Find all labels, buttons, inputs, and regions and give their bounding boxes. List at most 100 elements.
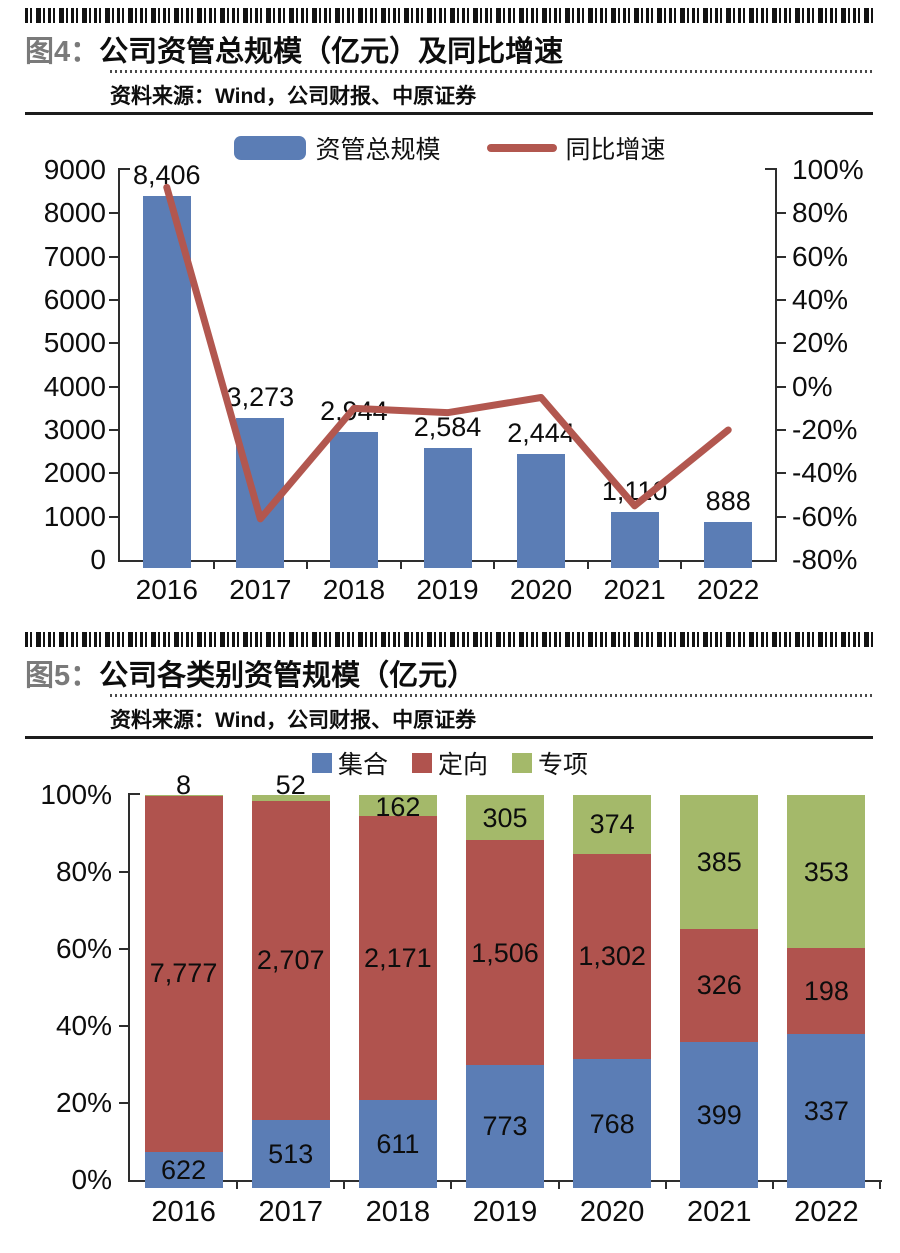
left-axis-label: 4000 [43,370,106,402]
left-axis-label: 100% [40,779,112,810]
left-axis [118,170,120,562]
jihe-label: 集合 [337,751,388,779]
left-axis-label: 60% [55,933,112,964]
left-axis-tick [119,1102,128,1104]
x-label-2018: 2018 [322,574,386,605]
bottom-axis-tick [557,1180,560,1189]
x-label-2017: 2017 [258,1196,323,1228]
x-label-2020: 2020 [579,1196,645,1228]
right-axis-tick [777,385,786,388]
figure4-legend: 资管总规模 同比增速 [0,130,900,166]
segment-集合-2022 [787,1033,866,1188]
segment-专项-2020 [573,795,652,854]
figure4-label: 图4： [25,36,100,68]
right-axis-tick [777,342,786,345]
left-axis-tick [119,871,128,873]
segment-value-集合-2021: 399 [696,1099,742,1130]
bottom-axis-tick [586,560,589,569]
legend-item-zhuanxiang: 专项 [512,745,588,781]
legend-item-line: 同比增速 [486,130,666,166]
zhuanxiang-label: 专项 [538,751,589,779]
dotted-divider-fig4 [110,70,873,73]
segment-value-集合-2018: 611 [376,1129,420,1160]
segment-value-定向-2016: 7,777 [149,958,218,989]
segment-value-集合-2016: 622 [161,1154,207,1185]
segment-专项-2018 [358,795,437,817]
x-label-2022: 2022 [697,574,760,605]
right-axis-label: -60% [792,500,858,532]
bar-2019 [423,448,472,568]
bar-series-swatch [234,136,307,160]
segment-集合-2019 [466,1064,544,1188]
segment-value-集合-2019: 773 [482,1111,528,1142]
x-label-2017: 2017 [229,574,292,605]
segment-定向-2019 [466,840,544,1065]
left-axis-label: 0 [90,544,106,575]
segment-定向-2016 [144,795,223,1152]
bottom-axis-tick [879,1180,881,1189]
x-label-2021: 2021 [603,574,666,605]
barcode-divider-mid [25,632,873,647]
right-axis-label: 40% [792,284,849,315]
left-axis-cap [128,793,140,795]
right-axis-label: 60% [792,240,849,272]
right-axis-label: -80% [792,544,858,575]
x-label-2019: 2019 [472,1196,538,1228]
dingxiang-swatch [411,753,432,773]
segment-value-专项-2016: 8 [176,770,192,800]
left-axis-label: 5000 [43,327,106,359]
left-axis-label: 1000 [43,500,106,532]
x-label-2016: 2016 [151,1196,216,1228]
right-axis-label: -40% [792,457,858,489]
x-label-2018: 2018 [365,1196,431,1228]
bar-2017 [236,418,285,568]
x-label-2019: 2019 [416,574,479,605]
figure4-chart: 资管总规模 同比增速 0 1000 2000 3000 4000 5000 6000 7000… [0,120,900,620]
segment-value-专项-2019: 305 [482,802,528,833]
segment-集合-2016 [144,1151,223,1188]
left-axis-tick [119,948,128,950]
bottom-axis-tick [399,560,402,569]
bar-value-2022: 888 [705,485,751,516]
bottom-axis-tick [450,1180,453,1189]
x-label-2016: 2016 [135,574,198,605]
right-axis-label: -20% [792,414,858,445]
bar-value-2019: 2,584 [413,412,482,443]
solid-divider-fig4 [25,112,873,115]
segment-value-集合-2017: 513 [268,1138,314,1169]
figure5-title: 公司各类别资管规模（亿元） [99,660,477,692]
right-axis [775,170,777,562]
figure4-source: 资料来源：Wind，公司财报、中原证券 [110,85,477,108]
bottom-axis-tick [343,1180,346,1189]
left-axis-tick [109,515,118,518]
dotted-divider-fig5 [110,694,873,697]
jihe-swatch [311,753,332,773]
x-label-2021: 2021 [687,1196,752,1228]
figure4-title-row: 图4：公司资管总规模（亿元）及同比增速 [25,28,873,70]
right-axis-tick [777,429,786,431]
segment-集合-2017 [251,1119,330,1188]
segment-value-定向-2019: 1,506 [471,937,539,968]
left-axis-label: 0% [71,1164,112,1195]
legend-item-bar: 资管总规模 [234,130,441,166]
bar-2016 [142,195,191,568]
segment-value-专项-2020: 374 [589,809,635,840]
x-label-2020: 2020 [509,574,573,605]
left-axis-tick [109,385,118,388]
legend-item-jihe: 集合 [311,745,388,781]
segment-定向-2022 [787,948,866,1034]
left-axis-tick [109,472,118,475]
segment-value-专项-2021: 385 [696,846,742,877]
x-label-2022: 2022 [794,1196,859,1228]
bottom-axis-tick [236,1180,239,1189]
left-axis-label: 7000 [43,240,106,272]
right-axis-tick [777,515,786,518]
left-axis-tick [119,1025,128,1027]
right-axis-tick [777,212,786,215]
segment-value-专项-2018: 162 [375,792,421,822]
left-axis [128,795,130,1182]
segment-value-定向-2017: 2,707 [256,945,325,976]
figure5-chart: 集合 定向 专项 0% 20% 40% 60% 80% 100% 622 7,777 8 2016… [0,740,900,1253]
right-axis-label: 20% [792,327,849,359]
